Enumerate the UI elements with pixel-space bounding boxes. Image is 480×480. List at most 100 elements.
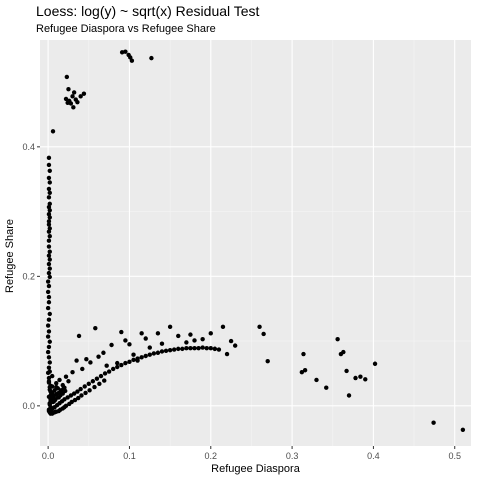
data-point xyxy=(52,388,57,393)
data-point xyxy=(167,324,173,330)
data-points xyxy=(45,49,466,433)
data-point xyxy=(50,384,55,389)
data-point xyxy=(200,336,205,342)
data-point xyxy=(88,360,93,365)
data-point xyxy=(167,347,173,353)
panel-background xyxy=(40,40,471,446)
data-point xyxy=(188,346,193,351)
data-point xyxy=(46,253,52,258)
data-point xyxy=(46,229,52,234)
data-point xyxy=(46,186,52,192)
data-point xyxy=(79,393,84,398)
data-point xyxy=(257,324,262,330)
data-point xyxy=(346,393,352,398)
data-point xyxy=(149,55,154,61)
data-point xyxy=(94,376,100,381)
data-point xyxy=(68,393,74,398)
x-tick-label: 0.4 xyxy=(367,451,380,461)
data-point xyxy=(143,353,148,359)
data-point xyxy=(66,87,71,92)
data-point xyxy=(82,384,87,389)
x-tick-label: 0.3 xyxy=(286,451,299,461)
data-point xyxy=(46,244,52,249)
data-point xyxy=(96,354,101,359)
data-point xyxy=(232,343,238,348)
data-point xyxy=(115,360,120,366)
data-point xyxy=(53,409,58,414)
data-point xyxy=(47,369,52,374)
data-point xyxy=(123,338,128,343)
data-point xyxy=(119,362,124,368)
data-point xyxy=(75,389,80,394)
data-point xyxy=(106,369,112,374)
data-point xyxy=(45,289,51,295)
data-point xyxy=(65,395,70,400)
data-point xyxy=(70,369,75,375)
data-point xyxy=(83,390,88,396)
data-point xyxy=(163,348,169,354)
data-point xyxy=(363,377,368,382)
data-point xyxy=(46,379,52,384)
data-point xyxy=(216,347,222,352)
data-point xyxy=(50,129,56,134)
data-point xyxy=(353,375,358,381)
data-point xyxy=(188,332,193,337)
data-point xyxy=(324,385,329,390)
data-point xyxy=(81,91,87,96)
x-tick-label: 0.1 xyxy=(123,451,136,461)
data-point xyxy=(335,336,340,342)
data-point xyxy=(47,234,52,239)
data-point xyxy=(46,375,52,381)
data-point xyxy=(200,345,205,350)
data-point xyxy=(92,384,97,390)
data-point xyxy=(131,357,136,363)
data-point xyxy=(46,270,52,276)
data-point xyxy=(299,369,305,375)
data-point xyxy=(45,279,51,284)
data-point xyxy=(128,55,133,60)
data-point xyxy=(65,100,70,106)
data-point xyxy=(63,96,69,102)
data-point xyxy=(123,49,128,54)
minor-gridlines xyxy=(40,40,471,446)
data-point xyxy=(127,359,132,365)
data-point xyxy=(47,168,52,173)
data-point xyxy=(102,378,107,383)
plot-panel xyxy=(40,40,471,446)
data-point xyxy=(155,350,161,355)
data-point xyxy=(341,349,346,355)
data-point xyxy=(84,357,89,362)
data-point xyxy=(62,397,67,402)
data-point xyxy=(54,380,59,386)
data-point xyxy=(192,346,197,351)
data-point xyxy=(87,388,92,393)
data-point xyxy=(63,403,69,409)
data-point xyxy=(47,401,52,406)
x-tick-label: 0.0 xyxy=(42,451,55,461)
data-point xyxy=(224,351,230,357)
data-point xyxy=(372,361,378,366)
data-point xyxy=(75,99,80,105)
data-point xyxy=(135,358,140,363)
data-point xyxy=(265,358,270,364)
data-point xyxy=(155,331,161,336)
data-point xyxy=(115,364,120,370)
data-point xyxy=(50,411,55,416)
data-point xyxy=(47,274,52,280)
data-point xyxy=(147,352,152,357)
data-point xyxy=(212,346,218,352)
data-point xyxy=(228,338,234,344)
data-point xyxy=(69,399,74,405)
data-point xyxy=(47,266,52,271)
data-point xyxy=(46,219,52,224)
data-point xyxy=(46,162,52,168)
data-point xyxy=(119,50,125,55)
x-axis-title: Refugee Diaspora xyxy=(211,463,301,475)
data-point xyxy=(176,333,181,339)
data-point xyxy=(90,379,96,384)
data-point xyxy=(46,355,52,360)
y-tick-label: 0.2 xyxy=(22,271,35,281)
data-point xyxy=(56,395,61,400)
data-point xyxy=(184,340,189,345)
y-tick-label: 0.4 xyxy=(22,142,35,152)
